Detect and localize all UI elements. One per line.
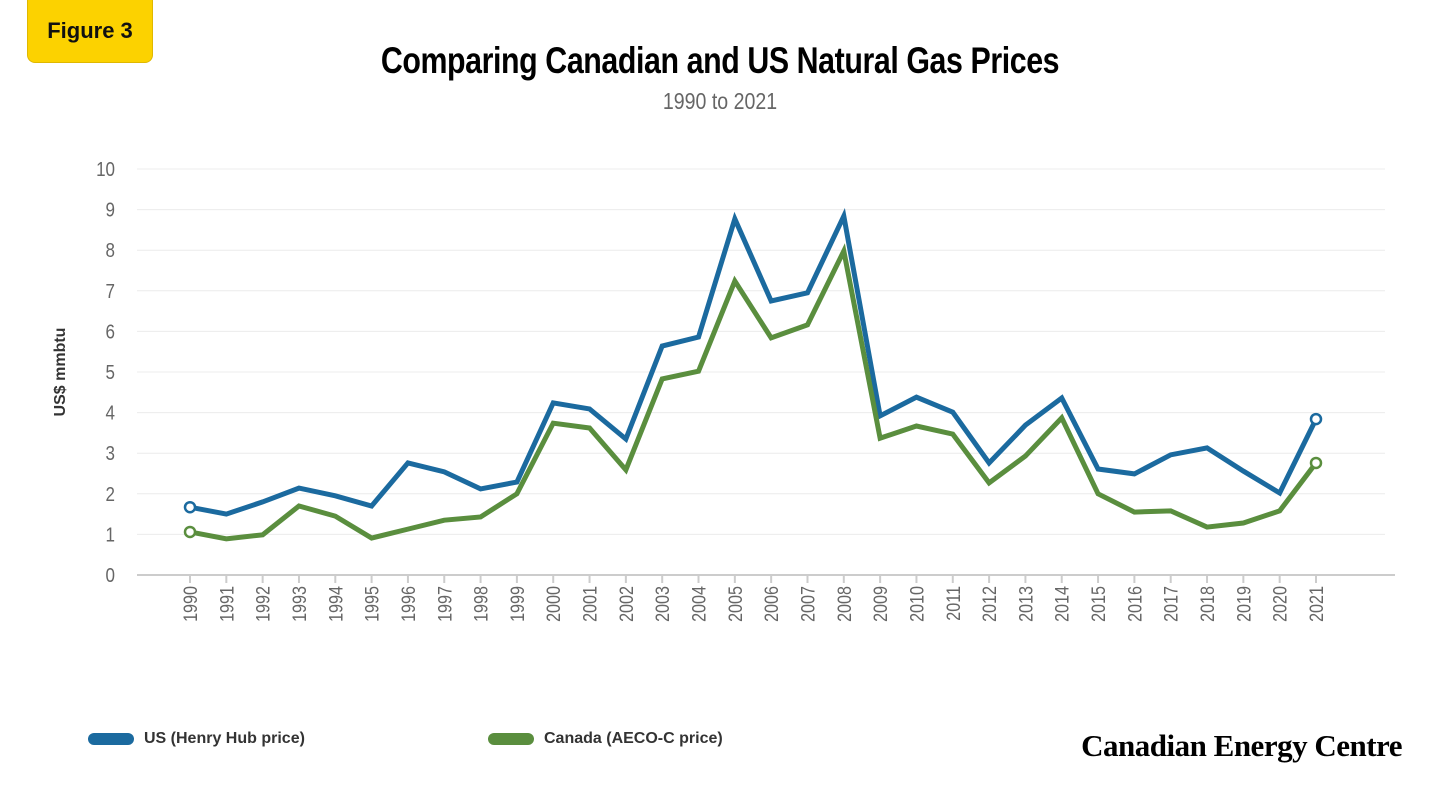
y-tick-label: 2: [106, 482, 115, 505]
x-tick-label: 2010: [906, 586, 928, 622]
x-tick-label: 2016: [1124, 586, 1146, 622]
x-tick-label: 1992: [252, 586, 274, 622]
x-tick-label: 2009: [870, 586, 892, 622]
y-tick-label: 3: [106, 442, 115, 465]
series-line-canada: [189, 243, 1318, 542]
y-tick-label: 7: [106, 279, 115, 302]
x-tick-label: 2013: [1015, 586, 1037, 622]
x-tick-label: 2019: [1233, 586, 1255, 622]
x-tick-label: 1998: [470, 586, 492, 622]
chart-title: Comparing Canadian and US Natural Gas Pr…: [380, 40, 1060, 81]
legend-item-us: US (Henry Hub price): [88, 730, 305, 748]
data-point: [183, 525, 197, 539]
y-axis-label: US$ mmbtu: [52, 328, 69, 417]
x-tick-label: 1995: [361, 586, 383, 622]
x-tick-label: 2020: [1269, 586, 1291, 622]
legend-swatch-us: [88, 733, 134, 745]
legend-swatch-canada: [488, 733, 534, 745]
x-tick-label: 2018: [1197, 586, 1219, 622]
x-tick-label: 2008: [834, 586, 856, 622]
x-tick-label: 2001: [579, 586, 601, 622]
x-tick-label: 1999: [507, 586, 529, 622]
y-tick-label: 0: [106, 564, 115, 587]
legend-label-us: US (Henry Hub price): [144, 730, 305, 747]
legend-item-canada: Canada (AECO-C price): [488, 730, 723, 748]
x-tick-label: 1990: [180, 586, 202, 622]
data-point: [1309, 456, 1323, 470]
y-tick-label: 8: [106, 239, 115, 262]
x-tick-label: 2011: [943, 586, 965, 621]
y-tick-label: 9: [106, 198, 115, 221]
x-tick-label: 2015: [1088, 586, 1110, 622]
x-tick-label: 2006: [761, 586, 783, 622]
x-tick-label: 1993: [289, 586, 311, 622]
y-tick-label: 4: [106, 401, 115, 424]
x-tick-label: 2005: [725, 586, 747, 622]
x-tick-label: 1996: [398, 586, 420, 622]
figure-badge: Figure 3: [27, 0, 153, 63]
y-tick-label: 6: [106, 320, 115, 343]
x-tick-label: 1991: [216, 586, 238, 622]
y-tick-label: 10: [96, 158, 115, 181]
series-line-us: [189, 207, 1319, 517]
x-tick-label: 2017: [1160, 586, 1182, 622]
chart-subtitle: 1990 to 2021: [662, 88, 778, 114]
logo: Canadian Energy Centre: [1081, 728, 1402, 763]
y-tick-label: 1: [106, 523, 115, 546]
x-tick-label: 2002: [616, 586, 638, 622]
x-tick-label: 1994: [325, 586, 347, 622]
x-tick-label: 2000: [543, 586, 565, 622]
x-tick-label: 2003: [652, 586, 674, 622]
x-tick-label: 2012: [979, 586, 1001, 622]
x-tick-label: 2014: [1052, 586, 1074, 622]
y-tick-label: 5: [106, 361, 115, 384]
data-point: [183, 500, 197, 514]
x-tick-label: 2004: [688, 586, 710, 622]
legend-label-canada: Canada (AECO-C price): [544, 730, 723, 747]
x-tick-label: 2021: [1306, 586, 1328, 622]
x-tick-label: 1997: [434, 586, 456, 622]
data-point: [1309, 412, 1323, 426]
x-tick-label: 2007: [797, 586, 819, 622]
